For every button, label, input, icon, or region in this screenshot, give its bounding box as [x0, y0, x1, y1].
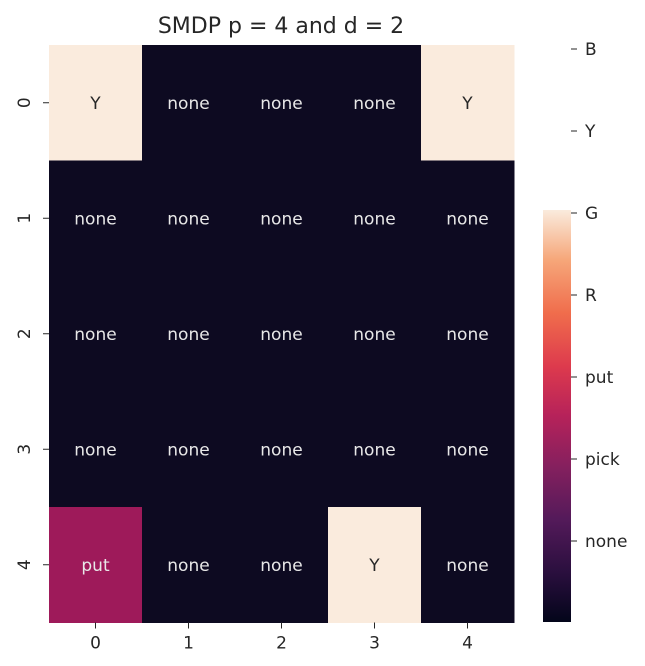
cell-label-r4-c0: put — [81, 556, 110, 576]
cell-label-r1-c0: none — [74, 209, 116, 229]
x-tick-label: 4 — [462, 634, 473, 654]
cell-label-r0-c3: none — [353, 94, 395, 114]
y-tick-label: 2 — [15, 328, 35, 339]
heatmap-cell-r0-c3 — [328, 45, 422, 161]
colorbar-tick-label: pick — [585, 450, 620, 470]
heatmap-cell-r2-c0 — [49, 276, 143, 392]
cell-label-r3-c0: none — [74, 440, 116, 460]
colorbar-tick-label: B — [585, 40, 597, 60]
colorbar-tick-label: Y — [584, 122, 596, 142]
heatmap-cell-r3-c4 — [421, 391, 515, 508]
y-tick-label: 3 — [15, 444, 35, 455]
heatmap-cell-r1-c3 — [328, 160, 422, 277]
heatmap-cell-r2-c1 — [142, 276, 236, 392]
y-axis: 0 1 2 3 4 — [15, 97, 49, 570]
heatmap-cell-r3-c1 — [142, 391, 236, 508]
colorbar-axis: none pick put R G Y B — [571, 40, 627, 552]
heatmap-cell-r1-c0 — [49, 160, 143, 277]
heatmap-cell-r3-c2 — [235, 391, 329, 508]
heatmap-cell-r1-c2 — [235, 160, 329, 277]
cell-label-r2-c1: none — [167, 325, 209, 345]
x-tick-label: 3 — [369, 634, 380, 654]
chart-title: SMDP p = 4 and d = 2 — [158, 14, 404, 39]
cell-label-r3-c1: none — [167, 440, 209, 460]
cell-label-r1-c4: none — [446, 209, 488, 229]
colorbar — [543, 210, 571, 622]
heatmap-cell-r0-c0 — [49, 45, 143, 161]
cell-label-r4-c4: none — [446, 556, 488, 576]
heatmap-cell-r4-c4 — [421, 507, 515, 623]
x-tick-label: 0 — [90, 634, 101, 654]
heatmap-cell-r1-c1 — [142, 160, 236, 277]
cell-label-r0-c4: Y — [461, 94, 473, 114]
cell-label-r1-c1: none — [167, 209, 209, 229]
cell-label-r2-c0: none — [74, 325, 116, 345]
cell-label-r0-c2: none — [260, 94, 302, 114]
cell-label-r1-c3: none — [353, 209, 395, 229]
cell-label-r0-c1: none — [167, 94, 209, 114]
colorbar-tick-label: R — [585, 286, 597, 306]
y-tick-label: 0 — [15, 97, 35, 108]
cell-label-r4-c3: Y — [368, 556, 380, 576]
cell-label-r2-c4: none — [446, 325, 488, 345]
heatmap-cell-r4-c2 — [235, 507, 329, 623]
cell-label-r2-c2: none — [260, 325, 302, 345]
x-tick-label: 2 — [276, 634, 287, 654]
cell-label-r3-c3: none — [353, 440, 395, 460]
heatmap-cell-r4-c1 — [142, 507, 236, 623]
colorbar-tick-label: put — [585, 368, 614, 388]
heatmap-cell-r3-c3 — [328, 391, 422, 508]
colorbar-tick-label: none — [585, 532, 627, 552]
cell-label-r1-c2: none — [260, 209, 302, 229]
cell-label-r4-c1: none — [167, 556, 209, 576]
cell-label-r3-c2: none — [260, 440, 302, 460]
heatmap-cell-r0-c2 — [235, 45, 329, 161]
colorbar-tick-label: G — [585, 204, 598, 224]
y-tick-label: 1 — [15, 213, 35, 224]
heatmap-cell-r1-c4 — [421, 160, 515, 277]
heatmap-cell-r4-c0 — [49, 507, 143, 623]
y-tick-label: 4 — [15, 559, 35, 570]
heatmap-cell-r0-c4 — [421, 45, 515, 161]
cell-label-r0-c0: Y — [89, 94, 101, 114]
heatmap-cell-r2-c4 — [421, 276, 515, 392]
cell-label-r2-c3: none — [353, 325, 395, 345]
heatmap-cell-r4-c3 — [328, 507, 422, 623]
heatmap-cell-r2-c3 — [328, 276, 422, 392]
cell-label-r4-c2: none — [260, 556, 302, 576]
heatmap-cell-r3-c0 — [49, 391, 143, 508]
x-tick-label: 1 — [183, 634, 194, 654]
x-axis: 0 1 2 3 4 — [90, 622, 473, 654]
heatmap-cell-r0-c1 — [142, 45, 236, 161]
cell-label-r3-c4: none — [446, 440, 488, 460]
heatmap-cell-r2-c2 — [235, 276, 329, 392]
